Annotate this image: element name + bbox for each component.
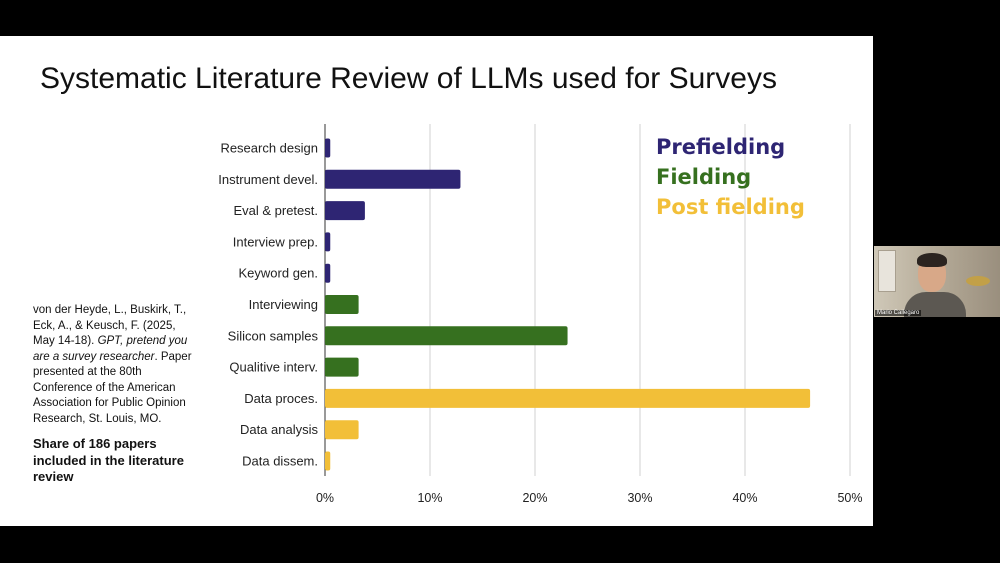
slide-title: Systematic Literature Review of LLMs use… [40,62,777,95]
bar [325,138,331,158]
category-label: Keyword gen. [239,266,319,281]
bar [325,326,568,346]
legend-prefielding: Prefielding [656,135,786,159]
presentation-slide: Systematic Literature Review of LLMs use… [0,36,873,526]
participant-name: Mario Callegaro [875,310,922,316]
legend-fielding: Fielding [656,165,752,189]
bar [325,232,331,252]
bar [325,451,331,471]
citation-authors: von der Heyde, L., Buskirk, T., Eck, A.,… [33,304,187,347]
share-note: Share of 186 papers included in the lite… [33,436,184,484]
x-tick-label: 30% [627,491,652,505]
category-label: Instrument devel. [218,172,318,187]
bar [325,357,359,377]
bar [325,201,365,221]
category-label: Eval & pretest. [233,203,318,218]
webcam-shelf [878,250,896,292]
webcam-thumbnail[interactable]: Mario Callegaro [874,246,1000,317]
citation-venue: . Paper presented at the 80th Conference… [33,350,192,425]
x-tick-label: 0% [316,491,334,505]
category-label: Data dissem. [242,454,318,469]
category-label: Interview prep. [233,234,318,249]
x-tick-label: 50% [837,491,862,505]
category-label: Qualitive interv. [229,360,318,375]
chart-legend: Prefielding Fielding Post fielding [656,132,805,222]
category-label: Silicon samples [228,328,319,343]
citation-text: von der Heyde, L., Buskirk, T., Eck, A.,… [33,303,193,427]
webcam-cymbal [966,276,990,286]
category-label: Interviewing [249,297,318,312]
bar-chart: 0% 10% 20% 30% 40% 50% Research design Instrume… [218,124,863,505]
bar [325,263,331,283]
bar [325,388,811,408]
x-tick-label: 40% [732,491,757,505]
bar [325,295,359,314]
participant-hair [917,253,947,267]
bar [325,169,461,189]
legend-post-fielding: Post fielding [656,195,805,219]
category-label: Research design [220,141,318,156]
citation-title: GPT, pretend you are a survey researcher [33,335,188,363]
x-tick-label: 20% [522,491,547,505]
category-label: Data analysis [240,422,319,437]
x-tick-label: 10% [417,491,442,505]
category-label: Data proces. [244,391,318,406]
bar [325,420,359,440]
